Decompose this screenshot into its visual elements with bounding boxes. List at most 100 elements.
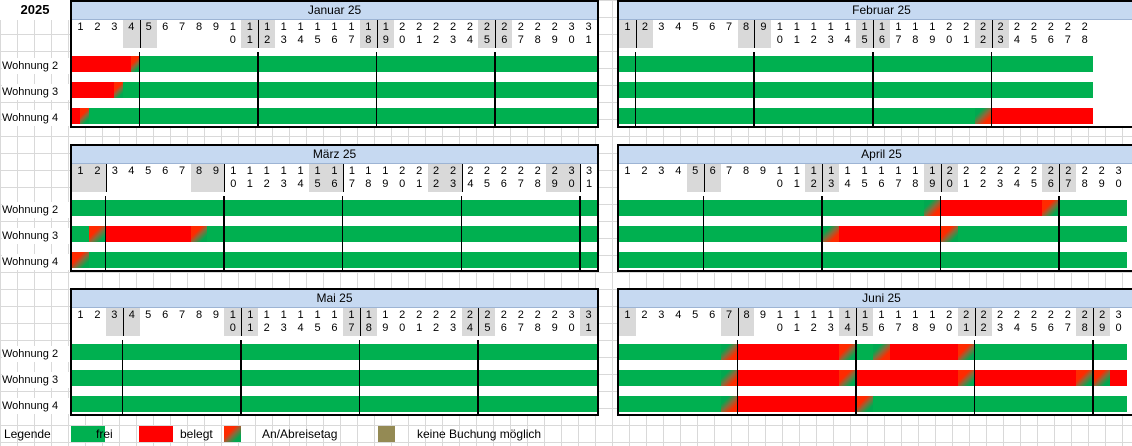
changeover-segment[interactable] (720, 396, 738, 412)
changeover-segment[interactable] (190, 226, 208, 242)
changeover-segment[interactable] (839, 370, 857, 386)
availability-bar[interactable] (619, 396, 1128, 412)
changeover-segment[interactable] (974, 108, 992, 124)
week-separator (821, 196, 823, 270)
changeover-segment[interactable] (131, 56, 140, 72)
changeover-segment[interactable] (923, 200, 941, 216)
changeover-segment[interactable] (1093, 370, 1111, 386)
booked-segment[interactable] (889, 344, 958, 360)
availability-bar[interactable] (619, 82, 1094, 98)
availability-bar[interactable] (619, 56, 1094, 72)
availability-bar[interactable] (72, 200, 597, 216)
changeover-segment[interactable] (720, 370, 738, 386)
booked-segment[interactable] (737, 396, 857, 412)
changeover-segment[interactable] (957, 344, 975, 360)
availability-bar[interactable] (72, 56, 597, 72)
availability-bar[interactable] (72, 344, 597, 360)
day-header: 4 (122, 20, 140, 48)
booked-segment[interactable] (105, 226, 191, 242)
row-label-wohnung-2: Wohnung 2 (2, 58, 70, 74)
day-header: 2 (94, 309, 101, 321)
day-header: 4 (128, 165, 135, 177)
row-label-wohnung-4: Wohnung 4 (2, 110, 70, 126)
day-header: 3 (105, 308, 123, 336)
row-label-wohnung-2: Wohnung 2 (2, 346, 70, 362)
booked-segment[interactable] (72, 108, 81, 124)
availability-bar[interactable] (72, 82, 597, 98)
month-title: Juni 25 (619, 290, 1132, 308)
booked-segment[interactable] (940, 200, 1043, 216)
changeover-segment[interactable] (822, 226, 840, 242)
availability-bar[interactable] (72, 370, 597, 386)
changeover-segment[interactable] (1076, 370, 1094, 386)
changeover-segment[interactable] (873, 344, 890, 360)
day-header: 8 (190, 164, 208, 192)
booked-segment[interactable] (974, 370, 1077, 386)
day-header: 2 (635, 20, 653, 48)
changeover-segment[interactable] (80, 108, 89, 124)
week-separator (579, 196, 581, 270)
changeover-segment[interactable] (839, 344, 857, 360)
day-header: 1 (624, 165, 631, 177)
availability-bar[interactable] (619, 252, 1128, 268)
booked-segment[interactable] (72, 82, 115, 98)
week-separator (460, 196, 463, 270)
booked-segment[interactable] (737, 370, 840, 386)
day-header: 5 (686, 164, 704, 192)
booked-segment[interactable] (737, 344, 840, 360)
legend-blocked-text: keine Buchung möglich (417, 427, 542, 441)
day-header: 5 (145, 309, 152, 321)
booked-segment[interactable] (856, 370, 958, 386)
changeover-segment[interactable] (88, 226, 106, 242)
availability-bar[interactable] (72, 396, 597, 412)
changeover-segment[interactable] (114, 82, 123, 98)
changeover-segment[interactable] (856, 396, 874, 412)
availability-bar[interactable] (72, 252, 597, 268)
changeover-segment[interactable] (1042, 200, 1060, 216)
day-header: 6 (709, 21, 716, 33)
month-calendar: Mai 25 1 2 3 4 5 6 7 8 9 1 0 1 1 1 2 1 3 1 4 1 5 1 6 1 7 1 8 1 9 2 0 2 1 2… (70, 288, 599, 416)
day-header: 5 (692, 21, 699, 33)
booked-segment[interactable] (839, 226, 941, 242)
booked-segment[interactable] (72, 56, 132, 72)
availability-bar[interactable] (72, 108, 597, 124)
changeover-segment[interactable] (940, 226, 958, 242)
booked-segment[interactable] (1110, 370, 1128, 386)
changeover-segment[interactable] (957, 370, 975, 386)
day-header: 3 (111, 21, 118, 33)
booked-segment[interactable] (991, 108, 1094, 124)
row-label-wohnung-3: Wohnung 3 (2, 84, 70, 100)
changeover-segment[interactable] (720, 344, 738, 360)
changeover-segment[interactable] (72, 252, 89, 268)
